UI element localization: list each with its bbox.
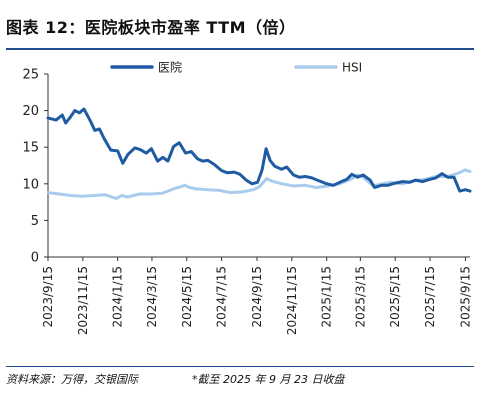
plot-series bbox=[46, 107, 472, 200]
x-tick-label: 2025/7/15 bbox=[423, 266, 437, 328]
figure-title: 图表 12：医院板块市盈率 TTM（倍） bbox=[6, 18, 296, 37]
x-tick-label: 2023/9/15 bbox=[41, 266, 55, 328]
source-note: 资料来源：万得，交银国际 bbox=[6, 373, 138, 386]
footer-rule bbox=[6, 366, 474, 367]
x-tick-label: 2025/1/15 bbox=[320, 266, 334, 328]
y-tick-label: 15 bbox=[22, 141, 39, 156]
x-tick-label: 2023/11/15 bbox=[76, 266, 90, 335]
legend: 医院 HSI bbox=[110, 61, 362, 75]
footer: 资料来源：万得，交银国际 *截至 2025 年 9 月 23 日收盘 bbox=[6, 371, 484, 387]
title-rule bbox=[6, 48, 474, 50]
x-tick-label: 2024/9/15 bbox=[250, 266, 264, 328]
x-axis: 2023/9/15 2023/11/15 2024/1/15 2024/3/15 202… bbox=[41, 256, 472, 335]
series-line-hospital bbox=[46, 107, 472, 193]
y-tick-label: 5 bbox=[31, 214, 39, 229]
x-tick-label: 2025/3/15 bbox=[353, 266, 367, 328]
x-tick-label: 2025/9/15 bbox=[458, 266, 472, 328]
legend-label-hsi: HSI bbox=[342, 61, 362, 75]
y-tick-label: 25 bbox=[22, 68, 39, 83]
date-note: *截至 2025 年 9 月 23 日收盘 bbox=[192, 373, 345, 386]
x-tick-label: 2024/5/15 bbox=[180, 266, 194, 328]
y-tick-label: 10 bbox=[22, 177, 39, 192]
y-tick-label: 0 bbox=[31, 251, 39, 266]
x-tick-label: 2024/1/15 bbox=[111, 266, 125, 328]
legend-label-hospital: 医院 bbox=[158, 61, 182, 75]
y-tick-label: 20 bbox=[22, 104, 39, 119]
x-tick-label: 2024/7/15 bbox=[215, 266, 229, 328]
x-tick-label: 2024/3/15 bbox=[145, 266, 159, 328]
x-tick-label: 2025/5/15 bbox=[388, 266, 402, 328]
y-axis: 0 5 10 15 20 25 bbox=[22, 68, 49, 266]
x-tick-label: 2024/11/15 bbox=[285, 266, 299, 335]
